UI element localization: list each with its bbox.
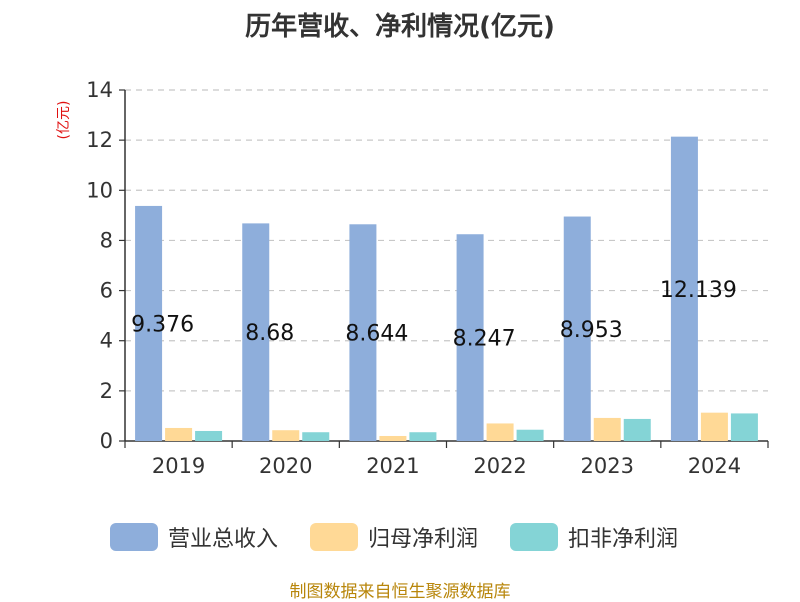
y-tick-label: 6: [100, 279, 113, 303]
bar-revenue-2020: [242, 223, 270, 441]
x-tick-label-2023: 2023: [581, 454, 634, 478]
legend-item-revenue[interactable]: 营业总收入: [110, 520, 278, 554]
data-label-revenue-2024: 12.139: [660, 278, 737, 303]
data-label-revenue-2022: 8.247: [453, 327, 516, 352]
chart-title: 历年营收、净利情况(亿元): [245, 12, 555, 42]
bar-net-profit-deducted-2023: [623, 418, 651, 441]
y-tick-label: 4: [100, 329, 113, 353]
legend-swatch-revenue: [110, 523, 158, 551]
bar-net-profit-deducted-2024: [730, 413, 758, 441]
legend-label-net-profit-deducted: 扣非净利润: [568, 527, 679, 552]
legend-swatch-net-profit-deducted: [510, 523, 558, 551]
data-label-revenue-2020: 8.68: [245, 321, 294, 346]
bar-revenue-2024: [670, 136, 698, 441]
x-tick-label-2021: 2021: [366, 454, 419, 478]
y-tick-label: 8: [100, 228, 113, 252]
bar-chart: 0 2 4 6 8 10 12 14 2019 2020 2021 2022 2023 2024 9.376…: [86, 78, 769, 478]
data-source-note: 制图数据来自恒生聚源数据库: [289, 582, 511, 602]
bar-net-profit-parent-2019: [165, 427, 193, 441]
x-tick-label-2020: 2020: [259, 454, 312, 478]
bar-revenue-2019: [135, 205, 163, 441]
bar-net-profit-parent-2020: [272, 430, 300, 441]
data-label-revenue-2021: 8.644: [345, 322, 408, 347]
bar-revenue-2022: [456, 234, 484, 441]
bar-net-profit-parent-2022: [486, 423, 514, 441]
bar-net-profit-deducted-2019: [195, 430, 223, 441]
y-tick-label: 14: [86, 78, 113, 102]
legend-item-net-profit-parent[interactable]: 归母净利润: [310, 520, 478, 554]
y-tick-label: 0: [100, 429, 113, 453]
legend-swatch-net-profit-parent: [310, 523, 358, 551]
legend-label-net-profit-parent: 归母净利润: [368, 527, 479, 552]
bar-net-profit-parent-2021: [379, 435, 407, 441]
bar-net-profit-parent-2024: [700, 412, 728, 441]
legend-label-revenue: 营业总收入: [168, 527, 279, 552]
bar-revenue-2021: [349, 224, 377, 441]
bar-net-profit-deducted-2020: [302, 432, 330, 441]
y-tick-label: 2: [100, 379, 113, 403]
bar-net-profit-deducted-2022: [516, 429, 544, 441]
y-tick-label: 12: [86, 128, 113, 152]
legend-item-net-profit-deducted[interactable]: 扣非净利润: [510, 520, 678, 554]
bar-net-profit-deducted-2021: [409, 432, 437, 441]
x-tick-label-2019: 2019: [152, 454, 205, 478]
data-label-revenue-2019: 9.376: [131, 312, 194, 337]
chart-legend: 营业总收入 归母净利润 扣非净利润: [0, 520, 800, 554]
x-tick-label-2022: 2022: [473, 454, 526, 478]
bar-net-profit-parent-2023: [593, 417, 621, 441]
x-tick-label-2024: 2024: [688, 454, 741, 478]
bar-revenue-2023: [563, 216, 591, 441]
data-label-revenue-2023: 8.953: [560, 318, 623, 343]
y-tick-label: 10: [86, 178, 113, 202]
